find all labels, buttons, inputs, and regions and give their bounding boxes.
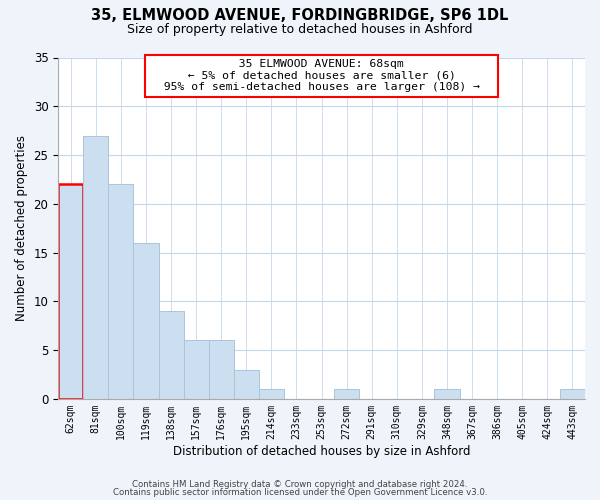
Y-axis label: Number of detached properties: Number of detached properties: [15, 135, 28, 321]
Text: 35, ELMWOOD AVENUE, FORDINGBRIDGE, SP6 1DL: 35, ELMWOOD AVENUE, FORDINGBRIDGE, SP6 1…: [91, 8, 509, 22]
Bar: [234, 370, 259, 399]
Bar: [158, 311, 184, 399]
Bar: [434, 389, 460, 399]
Text: Size of property relative to detached houses in Ashford: Size of property relative to detached ho…: [127, 22, 473, 36]
Bar: [334, 389, 359, 399]
Bar: [184, 340, 209, 399]
Text: Contains public sector information licensed under the Open Government Licence v3: Contains public sector information licen…: [113, 488, 487, 497]
Text: Contains HM Land Registry data © Crown copyright and database right 2024.: Contains HM Land Registry data © Crown c…: [132, 480, 468, 489]
Bar: [109, 184, 133, 399]
Bar: [83, 136, 109, 399]
Bar: [58, 184, 83, 399]
Bar: [560, 389, 585, 399]
Bar: [133, 243, 158, 399]
Bar: [209, 340, 234, 399]
Text: 35 ELMWOOD AVENUE: 68sqm  
  ← 5% of detached houses are smaller (6)  
  95% of : 35 ELMWOOD AVENUE: 68sqm ← 5% of detache…: [150, 59, 493, 92]
X-axis label: Distribution of detached houses by size in Ashford: Distribution of detached houses by size …: [173, 444, 470, 458]
Bar: [259, 389, 284, 399]
